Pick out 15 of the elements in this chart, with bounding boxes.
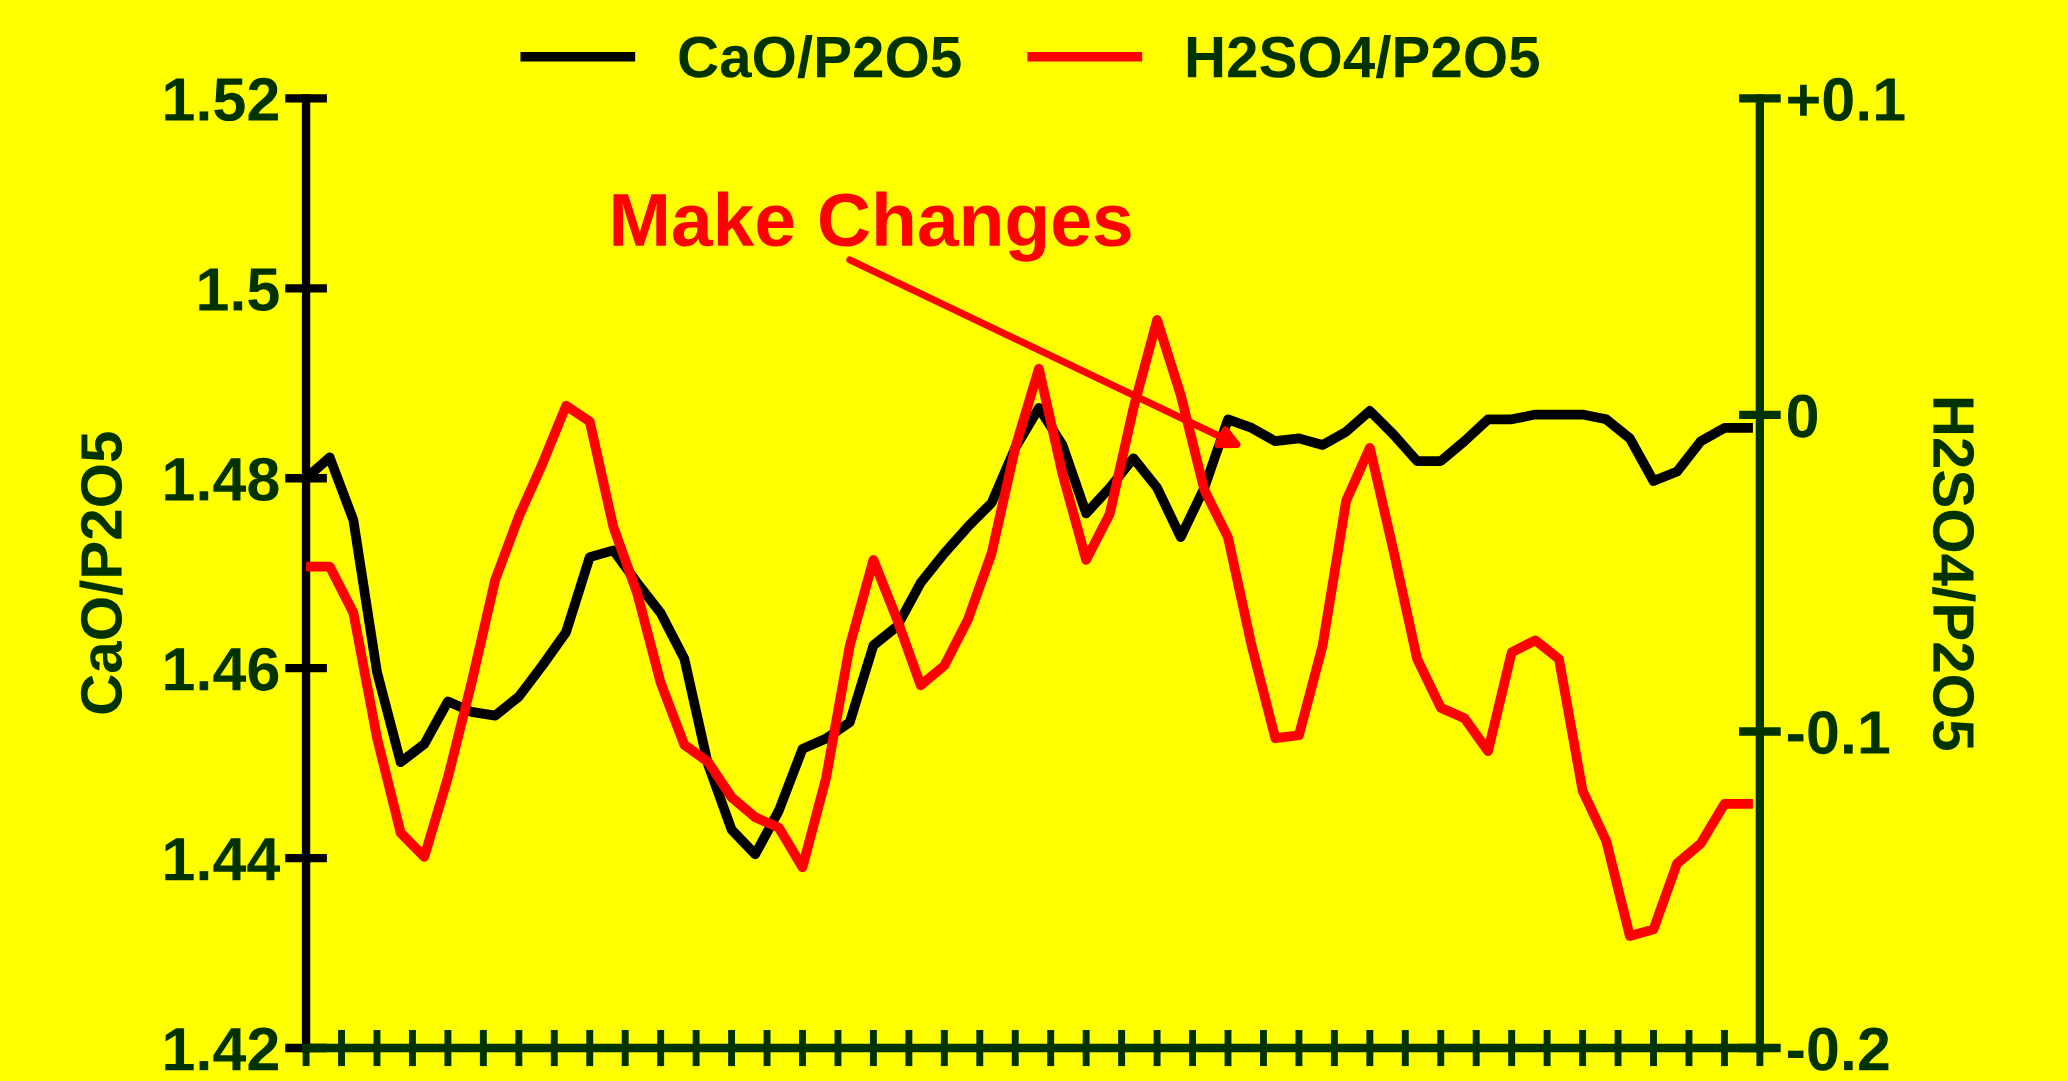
y-tick-label: 1.44 [165, 838, 281, 881]
y2-axis-title: H2SO4/P2O5 [1932, 398, 1976, 750]
y-axis-title: CaO/P2O5 [79, 432, 123, 714]
legend-label: CaO/P2O5 [679, 34, 961, 79]
annotation: Make Changes [613, 191, 1131, 262]
y2-tick-label: -0.1 [1787, 710, 1890, 755]
legend-label: H2SO4/P2O5 [1187, 34, 1539, 79]
y-tick-label: 1.48 [165, 457, 279, 501]
y2-tick-label: 0 [1787, 394, 1818, 438]
y2-tick-label: -0.2 [1787, 1027, 1889, 1071]
y2-tick-label: +0.1 [1788, 77, 1905, 122]
y-tick-label: 1.46 [165, 647, 279, 691]
y-tick-label: 1.5 [199, 268, 279, 312]
y-tick-label: 1.42 [165, 1027, 278, 1071]
y-tick-label: 1.52 [165, 77, 278, 122]
